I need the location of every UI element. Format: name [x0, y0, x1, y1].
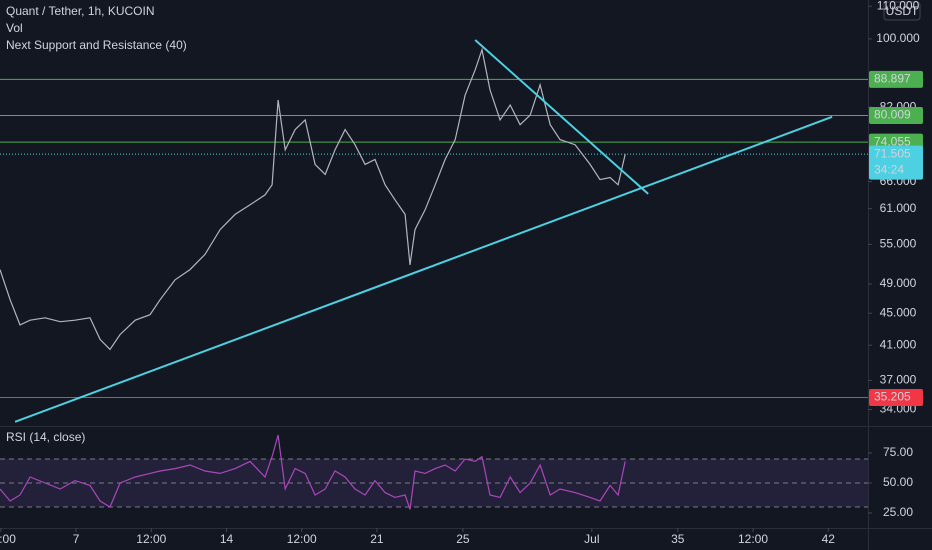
chart-title: Quant / Tether, 1h, KUCOIN [6, 4, 155, 18]
trendline [474, 39, 649, 195]
y-tick-label: 55.000 [880, 236, 917, 250]
trendline [14, 115, 833, 423]
level-tag [869, 107, 923, 125]
rsi-title: RSI (14, close) [6, 430, 85, 444]
level-label: 88.897 [874, 72, 911, 86]
y-tick-label: 45.000 [880, 305, 917, 319]
y-tick-label: 25.00 [883, 505, 913, 519]
y-tick-label: 49.000 [880, 276, 917, 290]
x-tick-label: 14 [220, 532, 234, 546]
level-tag [869, 389, 923, 407]
currency-box[interactable] [883, 1, 921, 21]
y-tick-label: 50.00 [883, 475, 913, 489]
x-tick-label: 21 [370, 532, 384, 546]
x-tick-label: 42 [822, 532, 836, 546]
countdown: 34:24 [874, 162, 904, 176]
x-tick-label: 12:00 [0, 532, 16, 546]
currency-label[interactable]: USDT [886, 4, 919, 18]
x-tick-label: 25 [456, 532, 470, 546]
x-tick-label: Jul [584, 532, 599, 546]
y-tick-label: 100.000 [876, 31, 920, 45]
y-tick-label: 61.000 [880, 201, 917, 215]
level-label: 74.055 [874, 134, 911, 148]
level-tag [869, 70, 923, 88]
x-tick-label: 35 [671, 532, 685, 546]
currency-button[interactable]: USDT [883, 1, 921, 21]
y-tick-label: 41.000 [880, 337, 917, 351]
y-tick-label: 75.00 [883, 445, 913, 459]
legend-item: Next Support and Resistance (40) [6, 38, 187, 52]
price-line [0, 47, 626, 351]
rsi-pane [0, 434, 868, 510]
y-tick-label: 110.000 [877, 0, 920, 12]
y-tick-label: 37.000 [880, 373, 917, 387]
level-label: 80.009 [874, 108, 911, 122]
price-pane [0, 39, 868, 423]
x-tick-label: 7 [73, 532, 80, 546]
level-tag [869, 145, 923, 180]
x-tick-label: 12:00 [287, 532, 317, 546]
level-label: 35.205 [874, 390, 911, 404]
rsi-line [0, 434, 626, 510]
legend-item: Vol [6, 21, 23, 35]
x-tick-label: 12:00 [738, 532, 768, 546]
x-tick-label: 12:00 [136, 532, 166, 546]
level-label: 71.505 [874, 146, 911, 160]
